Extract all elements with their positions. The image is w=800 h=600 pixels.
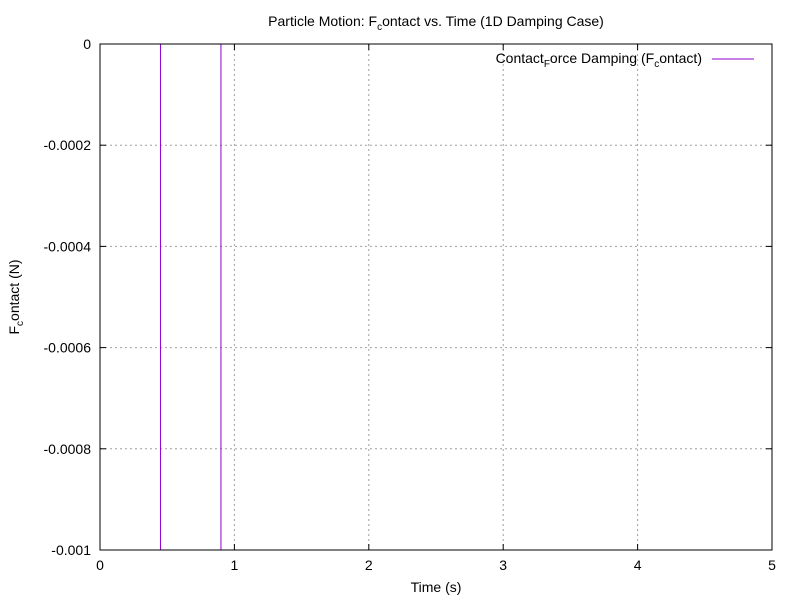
y-axis-label-pre: F: [6, 326, 22, 335]
plot-border: [99, 43, 773, 551]
legend-sub1: F: [544, 59, 550, 70]
legend-sub2: c: [654, 59, 659, 70]
tick-marks: [99, 43, 773, 551]
y-tick-label: 0: [83, 36, 91, 52]
x-tick-label: 0: [96, 557, 104, 573]
y-tick-label: -0.0008: [44, 441, 92, 457]
chart-title-sub: c: [377, 22, 382, 33]
y-axis-label-sub: c: [15, 321, 26, 326]
legend: ContactForce Damping (Fcontact): [496, 50, 754, 70]
chart-title-pre: Particle Motion: F: [268, 13, 377, 29]
x-tick-label: 5: [768, 557, 776, 573]
x-axis-label: Time (s): [411, 579, 462, 595]
y-axis-label-post: ontact (N): [6, 259, 22, 320]
x-tick-label: 3: [499, 557, 507, 573]
legend-label: ContactForce Damping (Fcontact): [496, 50, 702, 70]
x-tick-label: 2: [365, 557, 373, 573]
y-tick-label: -0.001: [51, 542, 91, 558]
y-tick-labels: 0 -0.0002 -0.0004 -0.0006 -0.0008 -0.001: [44, 36, 92, 558]
y-tick-label: -0.0006: [44, 340, 92, 356]
series-lines: [159, 44, 222, 550]
y-axis-label: Fcontact (N): [6, 259, 26, 334]
x-tick-label: 4: [634, 557, 642, 573]
x-tick-labels: 0 1 2 3 4 5: [96, 557, 776, 573]
chart-title-post: ontact vs. Time (1D Damping Case): [382, 13, 604, 29]
chart-title: Particle Motion: Fcontact vs. Time (1D D…: [268, 13, 604, 33]
y-tick-label: -0.0002: [44, 137, 92, 153]
y-tick-label: -0.0004: [44, 238, 92, 254]
legend-part2: orce Damping (F: [550, 50, 654, 66]
legend-part3: ontact): [659, 50, 702, 66]
legend-part1: Contact: [496, 50, 544, 66]
x-tick-label: 1: [231, 557, 239, 573]
grid: [100, 44, 772, 550]
